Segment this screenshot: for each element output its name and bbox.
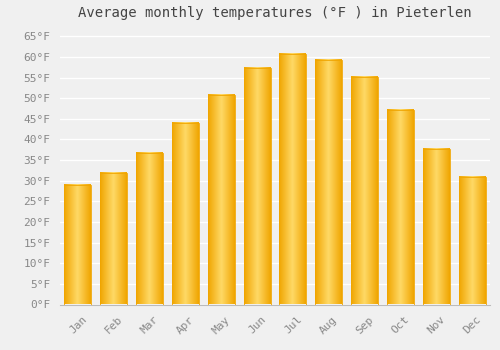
Bar bbox=[351, 77, 378, 304]
Bar bbox=[316, 60, 342, 304]
Bar bbox=[423, 149, 450, 304]
Bar bbox=[172, 122, 199, 304]
Bar bbox=[64, 185, 92, 304]
Bar bbox=[208, 95, 234, 304]
Bar bbox=[280, 54, 306, 304]
Bar bbox=[100, 173, 127, 304]
Bar bbox=[387, 110, 414, 304]
Title: Average monthly temperatures (°F ) in Pieterlen: Average monthly temperatures (°F ) in Pi… bbox=[78, 6, 472, 20]
Bar bbox=[244, 69, 270, 304]
Bar bbox=[136, 153, 163, 304]
Bar bbox=[458, 177, 485, 304]
